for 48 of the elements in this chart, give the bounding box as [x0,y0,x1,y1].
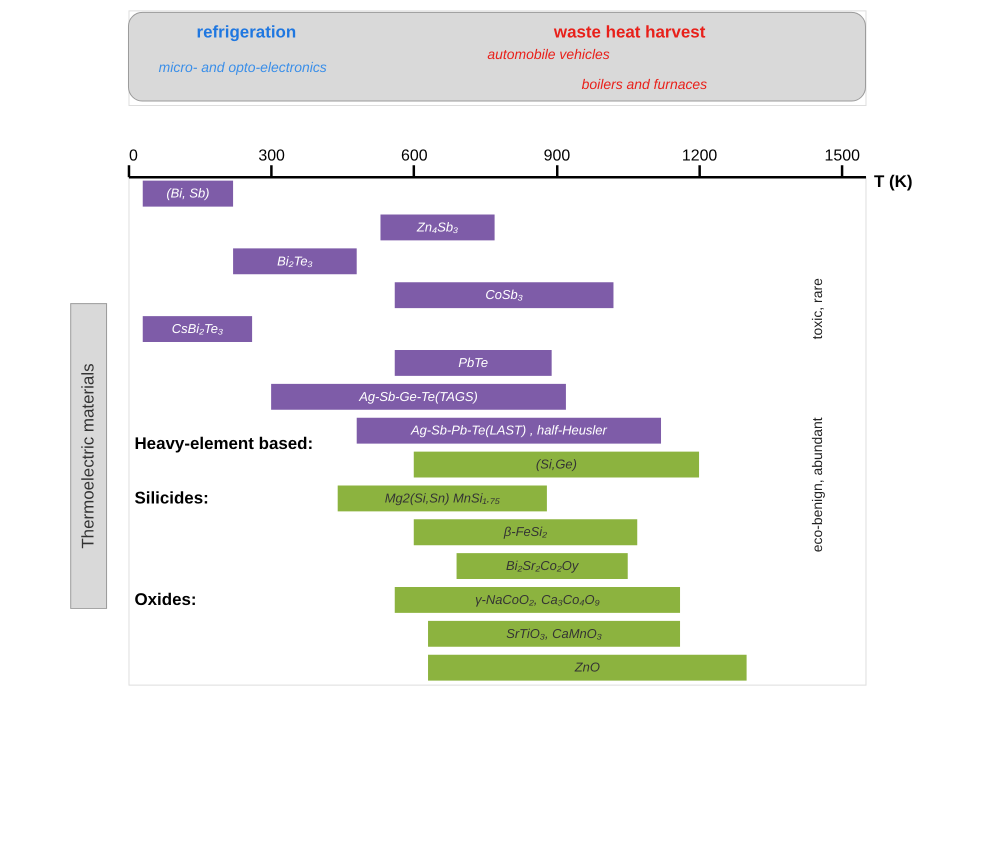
x-tick-label: 600 [400,147,428,164]
annotation: Oxides: [134,590,197,609]
y-tick-label: β-FeSi₂ [502,524,548,540]
text: refrigeration [196,22,296,42]
y-tick-label: (Si,Ge) [536,456,577,472]
text: micro- and opto-electronics [158,59,327,76]
text: waste heat harvest [552,22,706,42]
annotation: toxic, rare [808,278,825,340]
bar [233,248,357,274]
bar [142,316,252,342]
text: Thermoelectric materials [78,363,98,549]
y-tick-label: SrTiO₃, CaMnO₃ [506,626,602,641]
annotation: Heavy-element based: [134,434,314,454]
bar [414,452,700,478]
y-tick-label: Zn₄Sb₃ [416,219,458,234]
bar [414,519,638,546]
y-tick-label: ZnO [574,660,600,675]
bar [428,620,680,647]
bar [394,282,614,308]
y-tick-label: Bi₂Te₃ [277,253,313,268]
text: automobile vehicles [487,46,610,62]
bar [356,418,662,444]
text: boilers and furnaces [582,76,708,92]
x-tick-label: 900 [544,147,570,164]
x-axis-title: T (K) [874,172,912,192]
bar [142,180,234,207]
x-tick-label: 1500 [824,147,860,164]
x-tick-label: 0 [128,147,138,164]
y-tick-label: Ag-Sb-Ge-Te(TAGS) [358,388,478,404]
bar [338,485,547,512]
x-tick-label: 1200 [682,147,718,164]
y-tick-label: (Bi, Sb) [166,186,210,201]
y-tick-label: Ag-Sb-Pb-Te(LAST) , half-Heusler [410,422,608,438]
y-tick-label: CsBi₂Te₃ [172,321,224,336]
y-tick-label: Mg2(Si,Sn) MnSi₁.₇₅ [384,490,500,506]
y-tick-label: PbTe [458,354,488,370]
y-tick-label: CoSb₃ [485,287,523,302]
x-tick-label: 300 [258,147,286,164]
y-tick-label: Bi₂Sr₂Co₂Oy [506,558,580,574]
annotation: Silicides: [134,488,209,508]
bar [380,214,495,240]
y-tick-label: γ-NaCoO₂, Ca₃Co₄O₉ [475,592,600,607]
bar [394,587,680,613]
annotation: eco-benign, abundant [808,417,825,552]
bar [456,553,628,580]
bar [428,654,747,681]
bar [394,350,552,376]
bar [271,384,566,410]
